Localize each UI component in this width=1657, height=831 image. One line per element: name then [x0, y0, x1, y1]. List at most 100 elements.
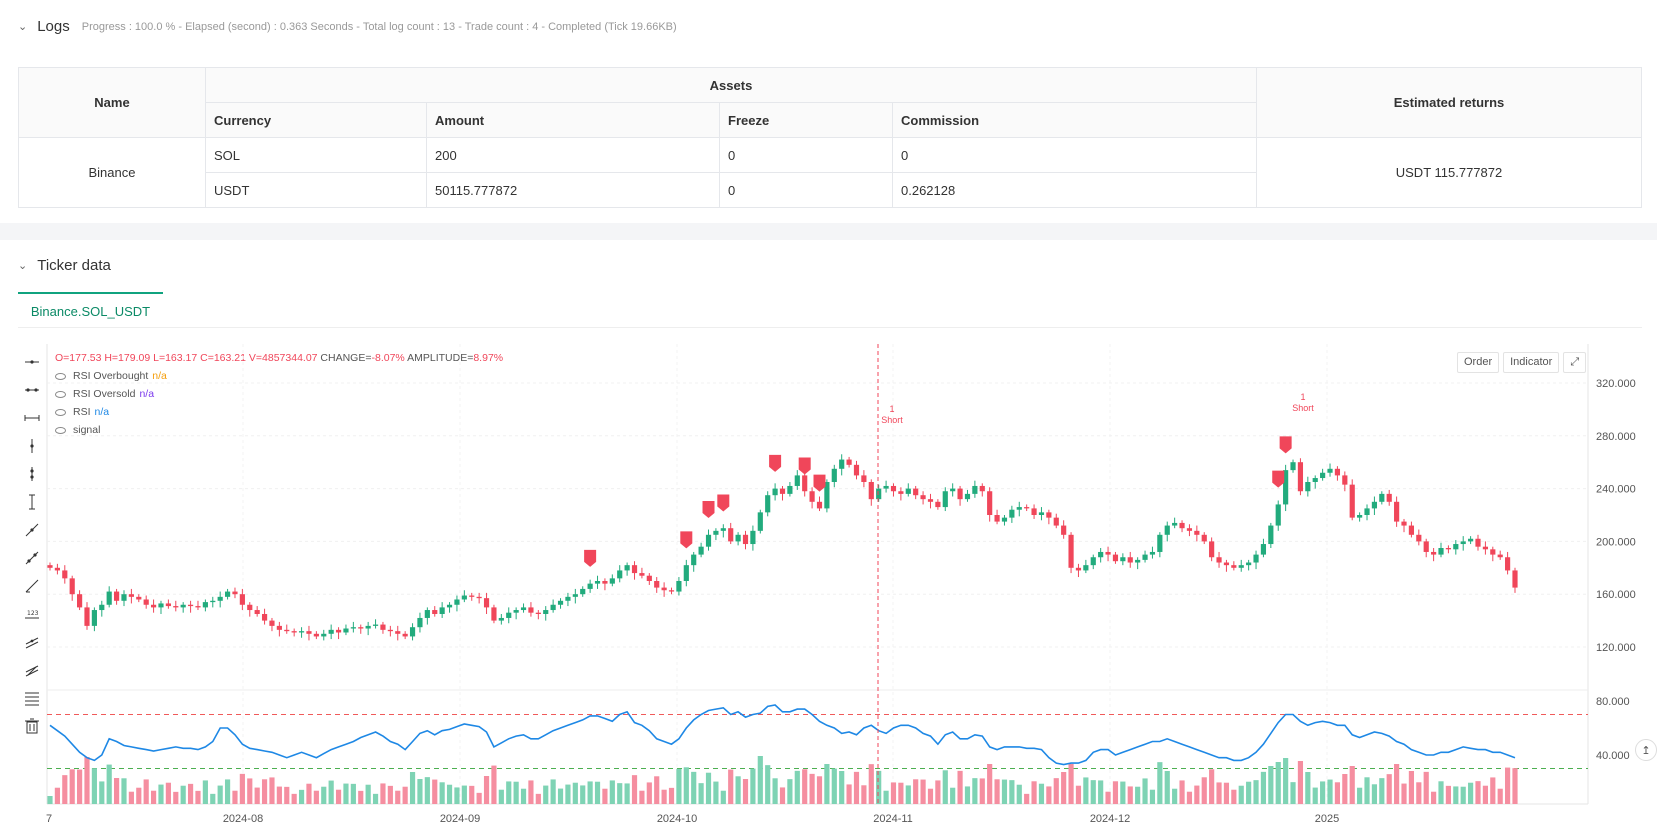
- candle-body: [950, 488, 956, 492]
- volume-bar: [173, 791, 179, 804]
- candle-body: [580, 588, 586, 595]
- ray-icon[interactable]: [20, 376, 44, 404]
- candle-body: [1172, 522, 1178, 526]
- volume-bar: [77, 769, 83, 804]
- volume-bar: [306, 783, 312, 804]
- short-signal-marker: [717, 494, 730, 512]
- candle-body: [713, 530, 719, 535]
- candle-body: [868, 482, 874, 500]
- volume-bar: [1201, 777, 1207, 804]
- vertical-line-icon[interactable]: [20, 432, 44, 460]
- volume-bar: [572, 782, 578, 804]
- candle-body: [328, 629, 334, 634]
- name-header: Name: [18, 67, 206, 138]
- volume-bar: [1505, 767, 1511, 804]
- candle-body: [1357, 515, 1363, 518]
- candle-body: [380, 624, 386, 630]
- volume-bar: [99, 781, 105, 804]
- candle-body: [1231, 565, 1237, 568]
- candle-body: [513, 610, 519, 613]
- close-value: C=163.21: [200, 352, 246, 364]
- volume-bar: [1349, 766, 1355, 804]
- volume-bar: [150, 790, 157, 804]
- candle-body: [313, 633, 319, 637]
- chevron-down-icon[interactable]: ⌄: [18, 21, 28, 33]
- list-icon[interactable]: [20, 684, 44, 712]
- col-commission: Commission: [892, 102, 1257, 138]
- volume-bar: [1379, 778, 1385, 804]
- candle-body: [1445, 548, 1451, 550]
- volume-bar: [1238, 785, 1244, 804]
- legend-rsi[interactable]: RSI n/a: [55, 406, 109, 418]
- text-icon[interactable]: [20, 656, 44, 684]
- candle-body: [202, 602, 208, 608]
- arrow-icon[interactable]: [20, 488, 44, 516]
- volume-bar: [1305, 772, 1311, 804]
- volume-bar: [1149, 789, 1156, 804]
- candle-body: [1423, 541, 1429, 552]
- candle-body: [779, 488, 786, 494]
- fullscreen-icon[interactable]: ⤢: [1563, 352, 1587, 373]
- rsi-axis-label: 40.000: [1596, 750, 1630, 762]
- indicator-button[interactable]: Indicator: [1503, 352, 1560, 373]
- price-axis-label: 160.000: [1596, 589, 1636, 601]
- legend-rsi-overbought[interactable]: RSI Overbought n/a: [55, 370, 167, 382]
- volume-bar: [335, 789, 342, 804]
- change-label: CHANGE=: [320, 352, 372, 364]
- volume-bar: [328, 780, 334, 804]
- volume-bar: [883, 790, 889, 804]
- volume-bar: [454, 787, 460, 804]
- volume-bar: [1416, 782, 1422, 804]
- eye-icon[interactable]: [55, 372, 66, 380]
- candle-body: [698, 546, 704, 555]
- volume-bar: [224, 779, 231, 804]
- ticker-header[interactable]: ⌄ Ticker data: [18, 257, 111, 274]
- fib-icon[interactable]: 123: [20, 600, 44, 628]
- volume-bar: [1053, 778, 1059, 804]
- eye-icon[interactable]: [55, 426, 66, 434]
- scroll-to-top-icon[interactable]: ↥: [1635, 739, 1657, 761]
- volume-bar: [1157, 762, 1163, 804]
- volume-bar: [1312, 787, 1318, 804]
- legend-signal[interactable]: signal: [55, 424, 100, 436]
- volume-bar: [1320, 781, 1326, 804]
- candle-body: [1061, 525, 1067, 535]
- order-button[interactable]: Order: [1457, 352, 1500, 373]
- trend-line-icon[interactable]: [20, 516, 44, 544]
- parallel-channel-icon[interactable]: [20, 544, 44, 572]
- legend-value: n/a: [94, 406, 110, 418]
- tab-binance-sol-usdt[interactable]: Binance.SOL_USDT: [18, 292, 163, 328]
- logs-meta: Progress : 100.0 % - Elapsed (second) : …: [81, 20, 677, 33]
- candle-body: [506, 612, 512, 618]
- candle-body: [609, 578, 615, 584]
- chevron-down-icon[interactable]: ⌄: [18, 260, 28, 272]
- eye-icon[interactable]: [55, 390, 66, 398]
- candle-body: [957, 488, 963, 500]
- volume-bar: [624, 783, 630, 804]
- candle-body: [321, 633, 327, 637]
- candle-body: [1135, 559, 1141, 563]
- logs-header[interactable]: ⌄ Logs Progress : 100.0 % - Elapsed (sec…: [18, 18, 677, 35]
- legend-rsi-oversold[interactable]: RSI Oversold n/a: [55, 388, 154, 400]
- extended-line-icon[interactable]: [20, 404, 44, 432]
- candle-body: [47, 565, 53, 568]
- time-axis-label: 2024-08: [223, 813, 263, 825]
- trash-icon[interactable]: [20, 712, 44, 740]
- candle-body: [187, 604, 194, 607]
- pitchfork-icon[interactable]: [20, 572, 44, 600]
- candle-body: [831, 468, 837, 482]
- candle-body: [772, 488, 778, 496]
- volume-bar: [1231, 789, 1237, 804]
- horizontal-line-icon[interactable]: [20, 348, 44, 376]
- volume-bar: [1001, 779, 1008, 804]
- candle-body: [1179, 522, 1185, 529]
- eye-icon[interactable]: [55, 408, 66, 416]
- volume-bar: [1342, 774, 1348, 804]
- cross-line-icon[interactable]: [20, 460, 44, 488]
- volume-bar: [165, 782, 171, 804]
- candle-body: [550, 604, 556, 611]
- measure-icon[interactable]: [20, 628, 44, 656]
- volume-value: V=4857344.07: [248, 352, 318, 364]
- signal-label: 1: [889, 404, 894, 414]
- volume-bar: [1024, 793, 1030, 804]
